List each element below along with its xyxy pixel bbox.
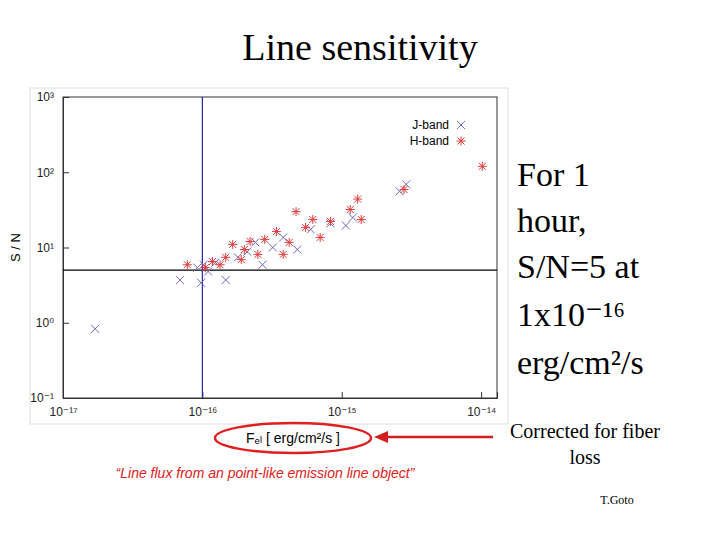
point xyxy=(208,257,217,266)
highlight-ellipse xyxy=(215,423,371,453)
arrow-shaft xyxy=(386,436,493,439)
y-tick-mark xyxy=(63,172,69,173)
point xyxy=(201,263,210,272)
point xyxy=(292,207,301,216)
legend: J-band H-band xyxy=(410,118,466,148)
y-tick: 10⁰ xyxy=(36,316,69,330)
point xyxy=(91,325,99,333)
point xyxy=(260,235,269,244)
series-j-band xyxy=(91,180,410,332)
y-tick-label: 10² xyxy=(37,166,54,180)
point xyxy=(246,237,255,246)
arrow-note: loss xyxy=(569,446,600,468)
point xyxy=(176,276,184,284)
legend-label: J-band xyxy=(412,118,449,132)
point xyxy=(400,185,409,194)
legend-label: H-band xyxy=(410,134,449,148)
y-tick-label: 10³ xyxy=(37,90,54,104)
x-tick: 10⁻¹⁴ xyxy=(467,392,496,419)
summary-text: For 1 xyxy=(517,156,590,193)
point xyxy=(258,261,266,269)
chart: Line sensitivity10⁻¹⁷10⁻¹⁶10⁻¹⁵10⁻¹⁴10⁻¹… xyxy=(0,0,720,540)
plot-frame xyxy=(63,97,497,398)
point xyxy=(349,214,357,222)
summary-text: 1x10⁻¹⁶ xyxy=(517,296,625,333)
point xyxy=(237,255,246,264)
x-tick-label: 10⁻¹⁴ xyxy=(467,405,496,419)
arrow-head xyxy=(374,431,388,443)
x-axis-title: Fₑₗ [ erg/cm²/s ] xyxy=(246,430,340,446)
panel-border xyxy=(30,88,508,424)
point xyxy=(272,227,281,236)
y-axis-line xyxy=(64,98,70,399)
point xyxy=(293,246,301,254)
x-tick-label: 10⁻¹⁶ xyxy=(189,405,218,419)
point xyxy=(308,215,317,224)
point xyxy=(478,162,487,171)
y-axis-title: S / N xyxy=(8,233,23,262)
y-tick-label: 10¹ xyxy=(37,241,54,255)
point xyxy=(216,260,225,269)
point xyxy=(253,250,262,259)
y-tick-label: 10⁰ xyxy=(36,316,54,330)
credit: T.Goto xyxy=(600,493,633,507)
point xyxy=(279,250,288,259)
caption: “Line flux from an point-like emission l… xyxy=(116,465,416,481)
point xyxy=(221,253,230,262)
x-axis: 10⁻¹⁷ 10⁻¹⁶ 10⁻¹⁵ 10⁻¹⁴ xyxy=(49,392,497,419)
point xyxy=(269,244,277,252)
series-h-band xyxy=(183,162,487,272)
x-tick: 10⁻¹⁵ xyxy=(328,392,357,419)
point xyxy=(222,276,230,284)
arrow-note: Corrected for fiber xyxy=(510,420,660,442)
x-tick-label: 10⁻¹⁷ xyxy=(49,405,77,419)
summary-text: S/N=5 at xyxy=(517,248,640,285)
point xyxy=(183,260,192,269)
reference-vline xyxy=(202,97,203,398)
x-tick-mark xyxy=(342,392,343,398)
title: Line sensitivity xyxy=(242,26,477,68)
reference-hline xyxy=(63,270,497,271)
y-tick-mark xyxy=(63,323,69,324)
point xyxy=(279,233,287,241)
y-tick-label: 10⁻¹ xyxy=(30,391,54,405)
point xyxy=(342,222,350,230)
point xyxy=(240,245,249,254)
point xyxy=(197,279,205,287)
y-tick: 10¹ xyxy=(37,241,69,255)
point xyxy=(285,238,294,247)
y-tick: 10² xyxy=(37,166,69,180)
legend-marker xyxy=(457,121,465,129)
point xyxy=(353,195,362,204)
legend-marker xyxy=(457,137,466,146)
point xyxy=(326,217,335,226)
y-tick-mark xyxy=(63,248,69,249)
point xyxy=(228,240,237,249)
point xyxy=(357,215,366,224)
x-tick-mark xyxy=(481,392,482,398)
point xyxy=(316,233,325,242)
summary-text: hour, xyxy=(517,202,586,239)
summary-text: erg/cm²/s xyxy=(517,344,644,381)
x-tick-label: 10⁻¹⁵ xyxy=(328,405,357,419)
point xyxy=(301,223,310,232)
point xyxy=(346,205,355,214)
plot-area xyxy=(63,97,497,398)
